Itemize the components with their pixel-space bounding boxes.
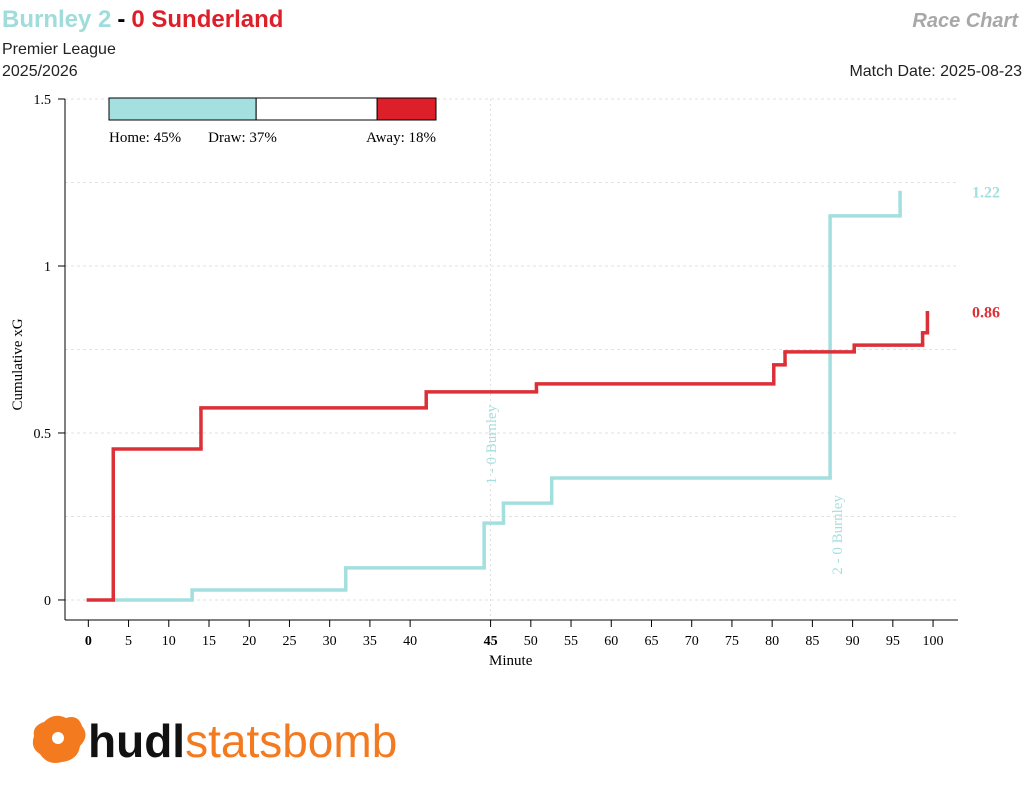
y-axis-label: Cumulative xG (10, 318, 26, 410)
outcome-label: Home: 45% (109, 130, 181, 146)
logo-icon (32, 715, 86, 763)
outcome-segment (255, 97, 378, 121)
x-tick-label: 85 (805, 634, 819, 649)
away-team: 0 Sunderland (131, 6, 283, 33)
goal-annotation: 2 - 0 Burnley (830, 495, 846, 575)
x-axis-label: Minute (489, 653, 533, 669)
outcome-label: Draw: 37% (208, 130, 277, 146)
x-tick-label: 25 (282, 634, 296, 649)
logo-light: statsbomb (185, 715, 397, 767)
x-tick-label: 60 (604, 634, 618, 649)
x-tick-label: 0 (85, 634, 92, 649)
outcome-segment (108, 97, 257, 121)
goal-annotation: 1 - 0 Burnley (484, 404, 500, 484)
plot-area: 0 0.5 1 1.5 0 5 10 15 20 25 30 35 40 45 50 55 60 65 70 75 80… (10, 93, 1000, 669)
logo-text: hudlstatsbomb (88, 715, 397, 767)
x-tick-label: 100 (923, 634, 944, 649)
x-tick-label: 40 (403, 634, 417, 649)
x-tick-label: 70 (685, 634, 699, 649)
x-tick-label: 65 (644, 634, 658, 649)
season: 2025/2026 (2, 63, 78, 80)
chart-name: Race Chart (912, 10, 1019, 32)
x-tick-label: 95 (886, 634, 900, 649)
match-date: Match Date: 2025-08-23 (849, 63, 1022, 80)
end-label: 0.86 (972, 305, 1000, 322)
x-tick-label: 45 (484, 634, 498, 649)
y-tick-label: 0 (44, 594, 51, 609)
x-tick-label: 30 (323, 634, 337, 649)
y-tick-label: 1 (44, 260, 51, 275)
outcome-label: Away: 18% (366, 130, 436, 146)
x-tick-label: 5 (125, 634, 132, 649)
x-tick-label: 35 (363, 634, 377, 649)
x-tick-label: 20 (242, 634, 256, 649)
x-tick-label: 55 (564, 634, 578, 649)
home-team: Burnley 2 (2, 6, 111, 33)
match-title: Burnley 2-0 Sunderland (2, 6, 283, 33)
x-tick-label: 15 (202, 634, 216, 649)
x-tick-label: 50 (524, 634, 538, 649)
x-tick-label: 10 (162, 634, 176, 649)
x-tick-label: 90 (846, 634, 860, 649)
score-separator: - (117, 6, 125, 33)
end-label: 1.22 (972, 185, 1000, 202)
y-tick-label: 1.5 (34, 93, 52, 108)
y-tick-label: 0.5 (34, 427, 52, 442)
x-tick-label: 75 (725, 634, 739, 649)
logo-bold: hudl (88, 715, 185, 767)
competition: Premier League (2, 41, 116, 58)
logo: hudlstatsbomb (32, 715, 397, 767)
x-tick-label: 80 (765, 634, 779, 649)
outcome-segment (376, 97, 437, 121)
